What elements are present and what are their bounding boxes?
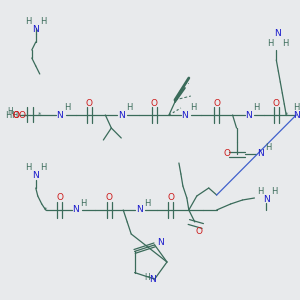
Text: N: N [274,29,281,38]
Text: N: N [182,110,188,119]
Text: H: H [144,273,149,282]
Text: H: H [80,199,87,208]
Text: H: H [271,188,278,196]
Text: O: O [18,110,26,119]
Text: O: O [195,227,202,236]
Text: H: H [282,40,288,49]
Text: N: N [263,194,270,203]
Text: H: H [40,164,47,172]
Text: O: O [273,98,280,107]
Text: O: O [167,194,175,202]
Text: H: H [257,188,264,196]
Text: O: O [86,98,93,107]
Text: N: N [136,206,142,214]
Text: *: * [38,112,41,118]
Text: N: N [257,149,264,158]
Text: H: H [5,110,11,119]
Text: *: * [44,207,47,213]
Text: O: O [213,98,220,107]
Text: H: H [190,103,196,112]
Text: H: H [267,40,274,49]
Text: H: H [126,103,132,112]
Text: N: N [32,26,39,34]
Text: N: N [56,110,63,119]
Text: O: O [12,110,20,119]
Text: O: O [223,149,230,158]
Text: H: H [293,103,299,112]
Text: H: H [64,103,71,112]
Text: H: H [7,107,13,116]
Text: H: H [25,164,31,172]
Text: N: N [157,238,164,247]
Text: H: H [253,103,260,112]
Text: O: O [106,194,113,202]
Text: H: H [11,110,17,119]
Text: N: N [149,274,156,284]
Text: *: * [285,112,288,118]
Text: N: N [72,206,79,214]
Text: N: N [32,172,39,181]
Text: H: H [40,17,47,26]
Text: O: O [56,194,63,202]
Text: N: N [293,110,300,119]
Text: H: H [25,17,31,26]
Text: O: O [151,98,158,107]
Text: O: O [12,110,20,119]
Text: H: H [265,143,272,152]
Text: N: N [118,110,124,119]
Text: N: N [245,110,252,119]
Text: H: H [144,199,150,208]
Text: ...: ... [184,79,190,85]
